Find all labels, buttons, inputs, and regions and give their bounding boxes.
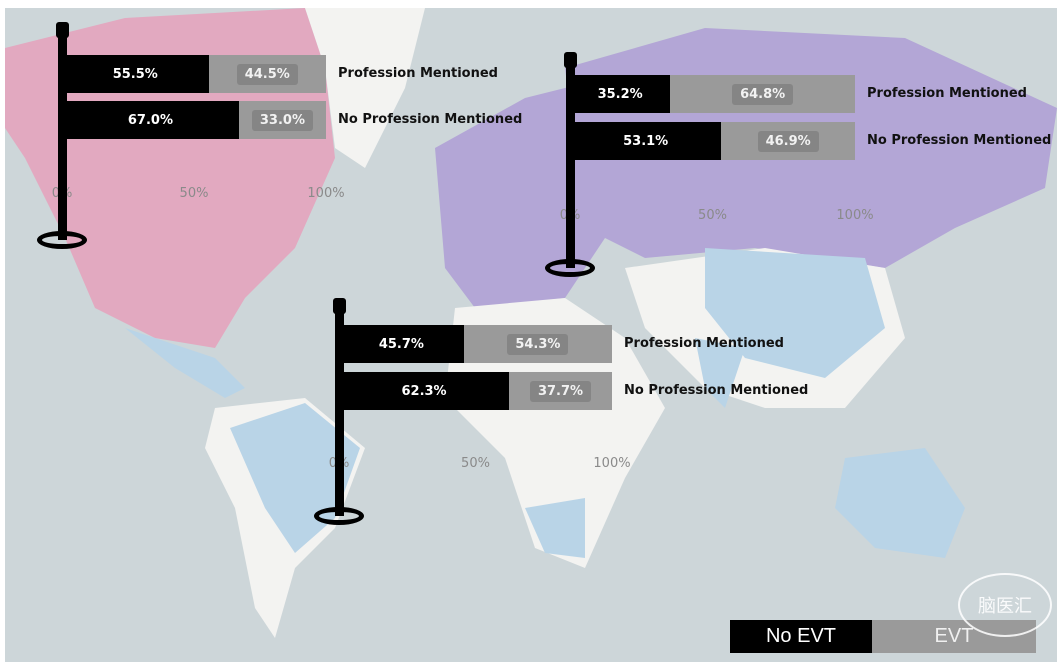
category-label: No Profession Mentioned bbox=[338, 112, 523, 127]
bar-evt: 54.3% bbox=[463, 325, 612, 363]
north-america bbox=[5, 8, 335, 348]
x-tick-label: 100% bbox=[307, 186, 345, 201]
pin-base-ring bbox=[37, 231, 87, 249]
category-label: No Profession Mentioned bbox=[867, 133, 1052, 148]
bar-evt: 46.9% bbox=[721, 122, 855, 160]
central-america bbox=[125, 328, 245, 398]
bar-no-evt: 35.2% bbox=[570, 75, 671, 113]
pin-base-ring bbox=[545, 259, 595, 277]
category-label: Profession Mentioned bbox=[867, 86, 1027, 101]
bar-row: 67.0% 33.0% bbox=[62, 101, 326, 139]
data-label-evt: 37.7% bbox=[529, 380, 592, 402]
data-label-evt: 54.3% bbox=[507, 333, 569, 355]
x-tick-label: 50% bbox=[179, 186, 209, 201]
watermark-logo: 脑医汇 bbox=[958, 573, 1052, 637]
south-africa bbox=[525, 498, 585, 558]
flag-pole-cap bbox=[564, 52, 577, 68]
greenland bbox=[305, 8, 425, 168]
data-label-evt: 46.9% bbox=[757, 130, 819, 152]
bar-no-evt: 53.1% bbox=[570, 122, 722, 160]
x-tick-label: 50% bbox=[461, 456, 490, 471]
bar-row: 45.7% 54.3% bbox=[339, 325, 612, 363]
china bbox=[705, 248, 885, 378]
x-tick-label: 50% bbox=[698, 208, 727, 223]
bar-no-evt: 62.3% bbox=[339, 372, 510, 410]
flag-pole bbox=[335, 306, 344, 516]
bar-no-evt: 55.5% bbox=[62, 55, 209, 93]
data-label-evt: 33.0% bbox=[251, 109, 313, 131]
data-label-evt: 64.8% bbox=[732, 83, 794, 105]
bar-row: 53.1% 46.9% bbox=[570, 122, 855, 160]
bar-evt: 44.5% bbox=[208, 55, 326, 93]
category-label: Profession Mentioned bbox=[338, 66, 498, 81]
bar-row: 62.3% 37.7% bbox=[339, 372, 612, 410]
legend-no-evt: No EVT bbox=[730, 620, 872, 653]
bar-no-evt: 67.0% bbox=[62, 101, 239, 139]
africa bbox=[445, 298, 665, 568]
bar-row: 55.5% 44.5% bbox=[62, 55, 326, 93]
data-label-evt: 44.5% bbox=[236, 63, 298, 85]
flag-pole-cap bbox=[56, 22, 69, 38]
bar-evt: 33.0% bbox=[238, 101, 326, 139]
x-tick-label: 100% bbox=[593, 456, 631, 471]
pin-base-ring bbox=[314, 507, 364, 525]
flag-pole-cap bbox=[333, 298, 346, 314]
category-label: Profession Mentioned bbox=[624, 336, 784, 351]
bar-no-evt: 45.7% bbox=[339, 325, 464, 363]
bar-evt: 37.7% bbox=[509, 372, 612, 410]
australia bbox=[835, 448, 965, 558]
flag-pole bbox=[58, 30, 67, 240]
flag-pole bbox=[566, 60, 575, 268]
bar-evt: 64.8% bbox=[670, 75, 855, 113]
bar-row: 35.2% 64.8% bbox=[570, 75, 855, 113]
category-label: No Profession Mentioned bbox=[624, 383, 809, 398]
x-tick-label: 100% bbox=[836, 208, 874, 223]
india bbox=[695, 338, 745, 408]
